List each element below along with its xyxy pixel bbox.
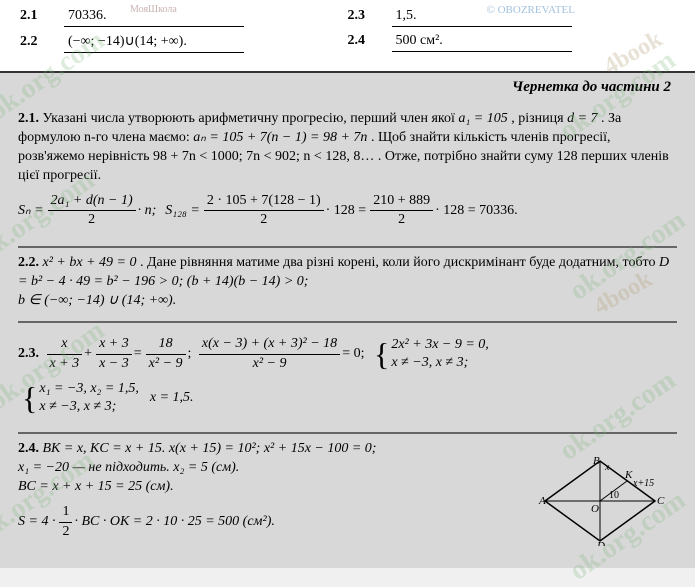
numerator: 2 · 105 + 7(128 − 1) bbox=[204, 192, 324, 212]
denominator: x − 3 bbox=[96, 355, 132, 374]
denominator: x + 3 bbox=[47, 355, 83, 374]
math: Sₙ = bbox=[18, 202, 44, 221]
edge-label-x15: x+15 bbox=[632, 478, 654, 489]
answer-value: 500 см². bbox=[392, 33, 572, 52]
system-line: x ≠ −3, x ≠ 3; bbox=[391, 354, 488, 372]
answer-value: (−∞; −14)∪(14; +∞). bbox=[64, 33, 244, 53]
math: S₁₂₈ = bbox=[158, 202, 200, 221]
fraction: x(x − 3) + (x + 3)² − 18 x² − 9 bbox=[199, 335, 340, 374]
watermark-brand: МояШкола bbox=[130, 4, 177, 15]
answer-label: 2.4 bbox=[348, 33, 380, 49]
math: x² + bx + 49 = 0 bbox=[43, 255, 137, 270]
solution-22: 2.2. x² + bx + 49 = 0 . Дане рівняння ма… bbox=[18, 248, 677, 323]
math: BK = x, KC = x + 15. x(x + 15) = 10²; x²… bbox=[43, 441, 377, 456]
math: · 128 = 70336. bbox=[435, 202, 518, 221]
text: . Дане рівняння матиме два різні корені,… bbox=[140, 255, 659, 270]
solution-label: 2.3. bbox=[18, 345, 39, 364]
fraction: 18 x² − 9 bbox=[146, 335, 186, 374]
denominator: x² − 9 bbox=[146, 355, 186, 374]
math: b ∈ (−∞; −14) ∪ (14; +∞). bbox=[18, 293, 176, 308]
answer-label: 2.2 bbox=[20, 34, 52, 50]
solution-23: 2.3. x x + 3 + x + 3 x − 3 = 18 x² − 9 ;… bbox=[18, 323, 677, 434]
result: x = 1,5. bbox=[150, 389, 194, 408]
brace-icon: { bbox=[22, 384, 37, 413]
numerator: x bbox=[47, 335, 83, 355]
edge-label-10: 10 bbox=[609, 490, 619, 501]
solution-label: 2.4. bbox=[18, 441, 39, 456]
solution-label: 2.2. bbox=[18, 255, 39, 270]
math: x₁ = −20 — не підходить. x₂ = 5 (см). bbox=[18, 460, 239, 475]
system: { x₁ = −3, x₂ = 1,5, x ≠ −3, x ≠ 3; bbox=[22, 380, 139, 416]
vertex-d: D bbox=[596, 540, 605, 546]
numerator: x + 3 bbox=[96, 335, 132, 355]
answer-cell-22: 2.2 (−∞; −14)∪(14; +∞). bbox=[20, 33, 348, 53]
answer-label: 2.3 bbox=[348, 8, 380, 24]
section-heading: Чернетка до частини 2 bbox=[0, 73, 695, 100]
math: · 128 = bbox=[326, 202, 367, 221]
op: + bbox=[84, 345, 92, 364]
math: · BC · OK = 2 · 10 · 25 = 500 (см²). bbox=[74, 513, 274, 532]
math: a₁ = 105 bbox=[458, 111, 507, 126]
op: = 0; bbox=[342, 345, 368, 364]
denominator: 2 bbox=[48, 211, 136, 230]
formula-line: S = 4 · 1 2 · BC · OK = 2 · 10 · 25 = 50… bbox=[18, 503, 527, 542]
fraction: 2a₁ + d(n − 1) 2 bbox=[48, 192, 136, 231]
math: aₙ = 105 + 7(n − 1) = 98 + 7n bbox=[193, 130, 367, 145]
math: · n; bbox=[138, 202, 157, 221]
denominator: 2 bbox=[370, 211, 433, 230]
denominator: 2 bbox=[204, 211, 324, 230]
fraction: x + 3 x − 3 bbox=[96, 335, 132, 374]
system: { 2x² + 3x − 9 = 0, x ≠ −3, x ≠ 3; bbox=[374, 336, 489, 372]
denominator: x² − 9 bbox=[199, 355, 340, 374]
solution-21: 2.1. Указані числа утворюють арифметичну… bbox=[18, 104, 677, 248]
fraction: 1 2 bbox=[59, 503, 72, 542]
answers-row-2: 2.2 (−∞; −14)∪(14; +∞). 2.4 500 см². bbox=[20, 33, 675, 53]
formula-line: { x₁ = −3, x₂ = 1,5, x ≠ −3, x ≠ 3; x = … bbox=[18, 380, 677, 416]
vertex-c: C bbox=[657, 495, 665, 507]
formula-line: 2.3. x x + 3 + x + 3 x − 3 = 18 x² − 9 ;… bbox=[18, 335, 677, 374]
numerator: 210 + 889 bbox=[370, 192, 433, 212]
answers-section: 2.1 70336. 2.3 1,5. 2.2 (−∞; −14)∪(14; +… bbox=[0, 0, 695, 73]
answer-cell-21: 2.1 70336. bbox=[20, 8, 348, 27]
answers-row-1: 2.1 70336. 2.3 1,5. bbox=[20, 8, 675, 27]
text: Указані числа утворюють арифметичну прог… bbox=[43, 111, 459, 126]
center-o: O bbox=[591, 503, 599, 515]
vertex-b: B bbox=[593, 456, 600, 467]
fraction: x x + 3 bbox=[47, 335, 83, 374]
text: , різниця bbox=[511, 111, 567, 126]
fraction: 2 · 105 + 7(128 − 1) 2 bbox=[204, 192, 324, 231]
math: S = 4 · bbox=[18, 513, 55, 532]
op: = bbox=[134, 345, 142, 364]
numerator: 2a₁ + d(n − 1) bbox=[48, 192, 136, 212]
point-k: K bbox=[624, 469, 633, 481]
solution-label: 2.1. bbox=[18, 111, 39, 126]
math: d = 7 bbox=[567, 111, 597, 126]
denominator: 2 bbox=[59, 523, 72, 542]
system-line: x ≠ −3, x ≠ 3; bbox=[39, 398, 139, 416]
formula-line: Sₙ = 2a₁ + d(n − 1) 2 · n; S₁₂₈ = 2 · 10… bbox=[18, 192, 677, 231]
edge-label-x: x bbox=[604, 462, 610, 473]
numerator: 1 bbox=[59, 503, 72, 523]
watermark-obozrevatel: © OBOZREVATEL bbox=[486, 4, 575, 16]
numerator: 18 bbox=[146, 335, 186, 355]
math: BC = x + x + 15 = 25 (см). bbox=[18, 479, 174, 494]
brace-icon: { bbox=[374, 340, 389, 369]
system-line: x₁ = −3, x₂ = 1,5, bbox=[39, 380, 139, 398]
vertex-a: A bbox=[538, 495, 546, 507]
op: ; bbox=[188, 345, 195, 364]
answer-label: 2.1 bbox=[20, 8, 52, 24]
system-line: 2x² + 3x − 9 = 0, bbox=[391, 336, 488, 354]
fraction: 210 + 889 2 bbox=[370, 192, 433, 231]
numerator: x(x − 3) + (x + 3)² − 18 bbox=[199, 335, 340, 355]
rhombus-diagram: A B C D O K x x+15 10 bbox=[535, 456, 665, 546]
